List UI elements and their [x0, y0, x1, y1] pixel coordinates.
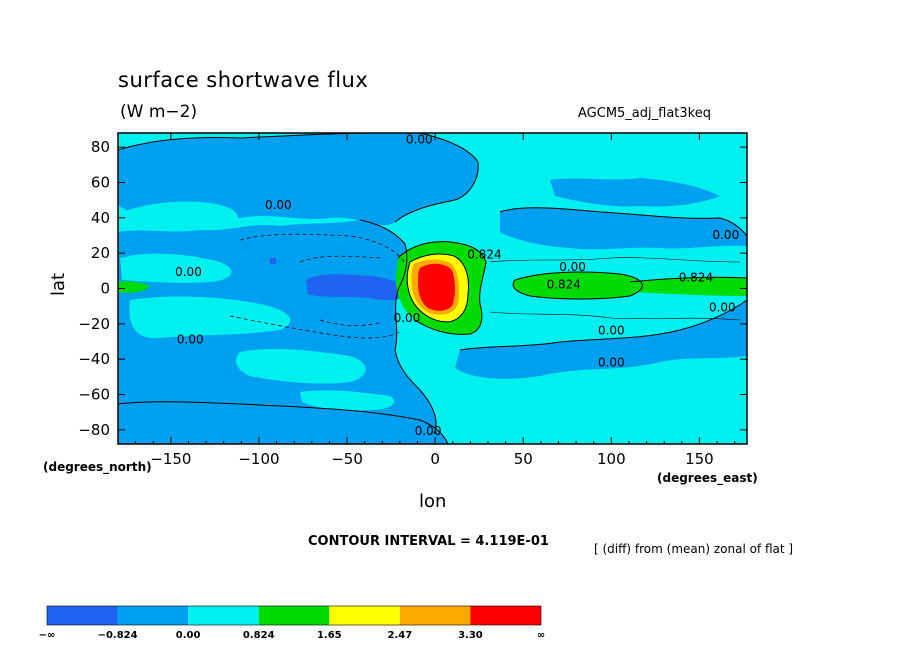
zero-island-5 [300, 390, 395, 411]
colorbar-band [188, 606, 259, 625]
negative-contour-lines [229, 233, 405, 339]
y-tick-label: −60 [78, 386, 110, 404]
x-tick-label: 0 [430, 450, 440, 468]
colorbar-band [117, 606, 189, 625]
zero-island-3 [129, 296, 291, 339]
dashed-contour-4 [319, 319, 383, 326]
x-tick-label: 150 [685, 450, 714, 468]
y-tick-label: 80 [91, 138, 110, 156]
contour-label: 0.00 [175, 265, 202, 279]
contour-line-east-north [499, 207, 747, 237]
dashed-contour-1 [239, 233, 405, 263]
x-axis-ticks: −150 −100 −50 0 50 100 150 [135, 133, 736, 468]
contour-interval: CONTOUR INTERVAL = 4.119E-01 [308, 534, 549, 549]
y-axis-ticks: −80 −60 −40 −20 0 20 40 60 80 [78, 138, 747, 439]
contour-label: 0.00 [559, 260, 586, 274]
contour-label: 0.00 [394, 311, 421, 325]
y-axis-units: (degrees_north) [43, 460, 152, 474]
strong-neg-patch [306, 274, 408, 300]
dashed-contour-3 [299, 255, 381, 263]
contour-line-core [406, 253, 469, 323]
contour-label: 0.00 [598, 355, 625, 369]
colorbar-label: ∞ [537, 630, 545, 641]
contour-label: 0.824 [547, 278, 581, 292]
contour-line-east-south [459, 299, 747, 351]
y-tick-label: 20 [91, 244, 110, 262]
plot-units: (W m−2) [120, 102, 198, 122]
x-tick-label: −50 [331, 450, 363, 468]
x-axis-title: lon [419, 491, 447, 512]
y-tick-label: 40 [91, 209, 110, 227]
model-name: AGCM5_adj_flat3keq [578, 106, 711, 121]
contour-label: 0.00 [709, 300, 736, 314]
zero-island-2 [120, 253, 232, 283]
colorbar-label: 3.30 [458, 630, 483, 641]
y-tick-label: −20 [78, 315, 110, 333]
colorbar-label: 2.47 [388, 630, 413, 641]
contour-label: 0.824 [679, 270, 713, 284]
zero-island-4 [235, 349, 366, 384]
colorbar-label: 1.65 [317, 630, 342, 641]
y-axis-title: lat [48, 272, 69, 296]
colorbar-band [258, 606, 330, 625]
max-pos-region [418, 263, 455, 311]
y-tick-label: 60 [91, 173, 110, 191]
contour-label: 0.00 [265, 198, 292, 212]
contour-label: 0.00 [598, 323, 625, 337]
zero-island-1 [120, 201, 239, 229]
x-tick-label: 100 [597, 450, 626, 468]
low-pos-band-east2 [630, 277, 747, 296]
contour-line-band-east [629, 276, 747, 283]
colorbar-label: −∞ [39, 630, 56, 641]
colorbar-band [329, 606, 400, 625]
low-pos-band-west [118, 281, 150, 293]
contour-label: 0.00 [415, 424, 442, 438]
x-axis-units: (degrees_east) [657, 471, 758, 485]
contour-line-south [118, 401, 449, 444]
contour-label: 0.00 [177, 332, 204, 346]
y-tick-label: −80 [78, 421, 110, 439]
low-pos-band-east1 [513, 272, 643, 299]
y-tick-label: −40 [78, 350, 110, 368]
contour-labels: 0.00 0.00 0.00 0.00 0.00 0.00 0.00 0.00 0.00 0.00… [175, 133, 739, 439]
colorbar-band [47, 606, 118, 625]
strong-neg-dot [270, 258, 276, 264]
x-tick-label: −150 [150, 450, 191, 468]
neg-region-ne-patch [550, 178, 720, 207]
contour-line-thin-1 [489, 257, 741, 263]
colorbar-label: 0.824 [243, 630, 275, 641]
operation-note: [ (diff) from (mean) zonal of flat ] [594, 542, 794, 556]
contour-field [118, 133, 747, 444]
neg-region-north [118, 133, 479, 226]
contour-lines [118, 133, 747, 444]
contour-label: 0.824 [467, 247, 501, 261]
colorbar-band [470, 606, 541, 625]
x-tick-label: −100 [238, 450, 279, 468]
contour-line-thin-2 [489, 311, 741, 321]
plot-title: surface shortwave flux [118, 68, 369, 92]
colorbar-band [399, 606, 471, 625]
y-tick-label: 0 [100, 280, 110, 298]
contour-line-africa [397, 241, 487, 335]
contour-label: 0.00 [406, 133, 433, 147]
colorbar: −∞ −0.824 0.00 0.824 1.65 2.47 3.30 ∞ [39, 605, 545, 641]
contour-line-west-band [359, 219, 437, 435]
colorbar-frame [46, 605, 542, 626]
x-tick-label: 50 [514, 450, 533, 468]
contour-line-band [512, 271, 643, 300]
contour-label: 0.00 [712, 228, 739, 242]
colorbar-label: −0.824 [98, 630, 138, 641]
colorbar-label: 0.00 [176, 630, 201, 641]
